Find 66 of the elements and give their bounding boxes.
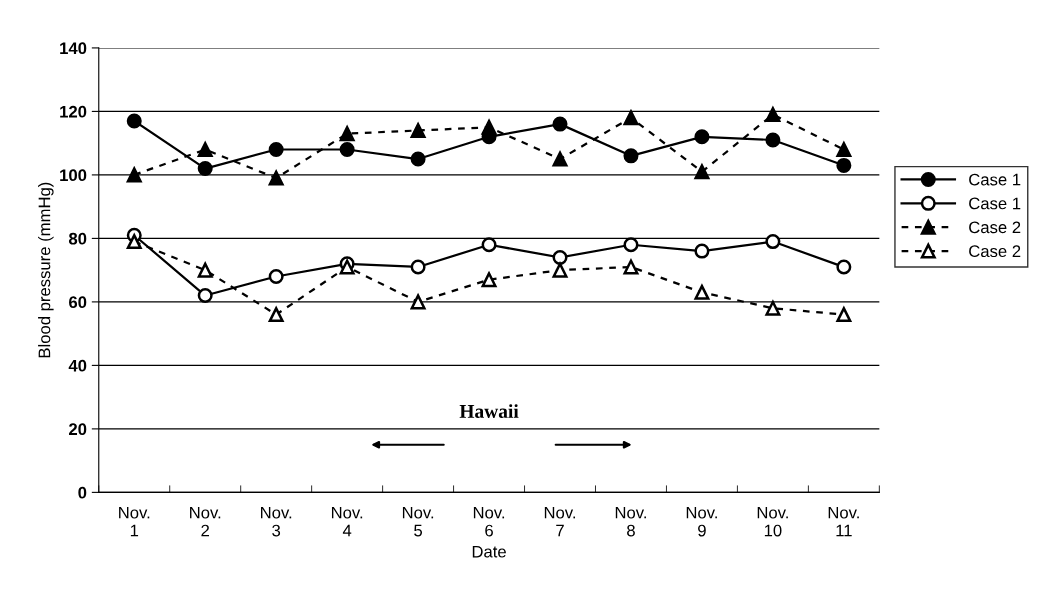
y-tick-label: 60 — [69, 296, 87, 309]
point — [836, 259, 852, 275]
x-axis-title: Date — [472, 545, 506, 558]
point — [765, 234, 781, 250]
point — [481, 272, 497, 288]
x-tick-label: Nov. 5 — [402, 506, 434, 537]
point — [481, 237, 497, 253]
point — [623, 237, 639, 253]
point — [694, 129, 710, 145]
legend-label: Case 1 — [969, 173, 1021, 186]
legend-label: Case 1 — [969, 197, 1021, 210]
point — [126, 113, 142, 129]
x-tick-label: Nov. 1 — [119, 506, 150, 537]
y-tick-label: 140 — [60, 42, 87, 55]
point — [694, 284, 710, 300]
point — [765, 132, 781, 148]
x-tick-label: Nov. 7 — [544, 506, 576, 537]
x-tick-label: Nov. 11 — [828, 506, 859, 537]
x-tick-label: Nov. 4 — [331, 506, 363, 537]
point — [552, 151, 568, 167]
x-tick-label: Nov. 9 — [686, 506, 717, 537]
annotation: Hawaii — [459, 404, 519, 418]
point — [765, 300, 781, 316]
point — [694, 243, 710, 259]
y-tick-label: 20 — [69, 423, 87, 436]
point — [410, 259, 426, 275]
point — [836, 142, 852, 158]
x-tick-label: Nov. 3 — [261, 506, 292, 537]
point — [836, 307, 852, 323]
y-tick-label: 0 — [78, 486, 87, 499]
point — [836, 157, 852, 173]
point — [552, 116, 568, 132]
point — [410, 122, 426, 138]
point — [765, 107, 781, 123]
point — [623, 148, 639, 164]
point — [126, 167, 142, 183]
x-tick-label: Nov. 8 — [615, 506, 646, 537]
point — [623, 110, 639, 126]
point — [197, 288, 213, 304]
point — [694, 164, 710, 180]
point — [623, 259, 639, 275]
point — [268, 170, 284, 186]
point — [410, 151, 426, 167]
x-tick-label: Nov. 2 — [190, 506, 221, 537]
point — [126, 234, 142, 250]
point — [410, 294, 426, 310]
point — [268, 307, 284, 323]
y-tick-label: 80 — [68, 232, 87, 245]
y-tick-label: 40 — [68, 359, 87, 372]
point — [552, 262, 568, 278]
point — [339, 126, 355, 142]
legend-label: Case 2 — [969, 245, 1021, 258]
y-tick-label: 120 — [60, 105, 87, 118]
point — [197, 161, 213, 177]
point — [339, 142, 355, 158]
point — [197, 142, 213, 158]
y-axis-title: Blood pressure (mmHg) — [38, 182, 54, 358]
point — [481, 119, 497, 135]
point — [268, 142, 284, 158]
legend-label: Case 2 — [969, 221, 1021, 234]
point — [268, 269, 284, 284]
point — [552, 249, 568, 265]
x-tick-label: Nov. 10 — [757, 506, 788, 537]
point — [197, 262, 213, 278]
y-tick-label: 100 — [60, 169, 87, 182]
x-tick-label: Nov. 6 — [473, 506, 505, 537]
